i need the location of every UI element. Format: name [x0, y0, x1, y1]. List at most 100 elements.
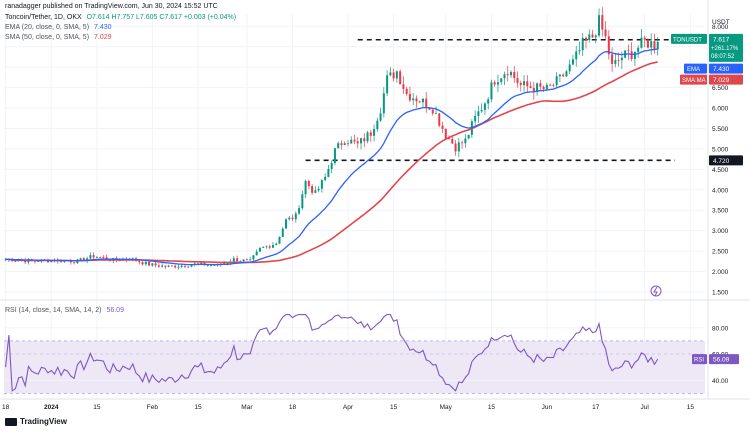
sma-price-label: 7.029	[713, 77, 730, 84]
candle-body	[278, 236, 281, 244]
candle-body	[408, 93, 411, 101]
ema-legend[interactable]: EMA (20, close, 0, SMA, 5) 7.430	[5, 23, 115, 32]
candle-body	[317, 188, 320, 191]
candle-body	[607, 36, 610, 55]
candle-body	[431, 109, 434, 114]
tradingview-brand-text: TradingView	[20, 417, 67, 426]
sma-legend[interactable]: SMA (50, close, 0, SMA, 5) 7.029	[5, 33, 115, 42]
time-tick-label: May	[440, 404, 453, 411]
event-marker-icon	[650, 285, 662, 297]
candle-body	[252, 255, 255, 260]
candle-body	[549, 84, 552, 86]
candle-body	[523, 81, 526, 86]
price-tick-label: 2.500	[712, 249, 729, 256]
candle-body	[366, 132, 369, 142]
candle-body	[425, 98, 428, 109]
candle-body	[73, 262, 76, 264]
candle-body	[519, 82, 522, 86]
candle-body	[435, 113, 438, 115]
candle-body	[415, 98, 418, 102]
candle-body	[402, 84, 405, 89]
candle-body	[637, 47, 640, 52]
rsi-tick-label: 40.00	[712, 378, 729, 385]
candle-body	[539, 83, 542, 87]
candle-body	[421, 98, 424, 103]
time-tick-label: 15	[93, 404, 101, 411]
candle-body	[360, 138, 363, 144]
candle-body	[356, 141, 359, 144]
candle-body	[213, 265, 216, 266]
candle-body	[154, 263, 157, 266]
candle-body	[89, 255, 92, 259]
candle-body	[653, 41, 656, 50]
rsi-value-label: 56.09	[713, 357, 730, 364]
candle-body	[395, 71, 398, 79]
candle-body	[581, 37, 584, 51]
candle-body	[656, 41, 659, 50]
time-tick-label: 2024	[44, 404, 59, 411]
time-tick-label: Jun	[542, 404, 553, 411]
candle-body	[324, 176, 327, 181]
candle-body	[369, 132, 372, 136]
price-tick-label: 3.500	[712, 208, 729, 215]
candle-body	[591, 34, 594, 38]
sma-50-line	[5, 61, 658, 264]
candle-body	[506, 74, 509, 76]
candle-body	[99, 257, 102, 258]
rsi-line	[5, 314, 659, 392]
candle-body	[239, 261, 242, 262]
candle-body	[343, 143, 346, 146]
candle-body	[464, 138, 467, 144]
candle-body	[333, 148, 336, 164]
tradingview-logo[interactable]: TradingView	[5, 417, 67, 426]
candle-body	[545, 84, 548, 90]
candle-body	[177, 266, 180, 268]
candle-body	[627, 50, 630, 52]
symbol-text: Toncoin/Tether, 1D, OKX	[5, 14, 82, 21]
candle-body	[141, 262, 144, 265]
candle-body	[174, 265, 177, 268]
candle-body	[474, 115, 477, 122]
candle-body	[614, 60, 617, 64]
candle-body	[640, 37, 643, 48]
candle-body	[187, 266, 190, 268]
price-tick-label: 4.500	[712, 167, 729, 174]
candle-body	[536, 83, 539, 93]
candle-body	[601, 15, 604, 30]
candle-body	[271, 245, 274, 248]
candle-body	[399, 71, 402, 85]
candle-body	[291, 217, 294, 220]
candle-body	[86, 258, 89, 261]
candle-body	[258, 247, 261, 252]
candle-body	[444, 128, 447, 139]
candle-body	[102, 257, 105, 258]
countdown-label: 08:07:52	[711, 54, 735, 60]
time-tick-label: 15	[390, 404, 398, 411]
rsi-legend[interactable]: RSI (14, close, 14, SMA, 14, 2) 56.09	[5, 306, 127, 315]
candle-body	[513, 72, 516, 79]
currency-label: USDT	[712, 19, 730, 26]
level-price-label: 4.720	[713, 158, 730, 165]
time-tick-label: Jul	[641, 404, 650, 411]
candle-body	[477, 111, 480, 116]
candle-body	[487, 99, 490, 104]
candle-body	[650, 41, 653, 48]
candle-body	[526, 81, 529, 87]
candle-body	[353, 139, 356, 142]
candle-body	[594, 35, 597, 38]
candle-body	[304, 180, 307, 195]
candle-body	[151, 263, 154, 266]
candle-body	[405, 88, 408, 94]
sma-label: SMA (50, close, 0, SMA, 5)	[5, 34, 90, 41]
time-tick-label: Apr	[343, 404, 354, 411]
time-tick-label: 18	[289, 404, 297, 411]
candle-body	[37, 261, 40, 262]
candle-body	[340, 143, 343, 146]
candle-body	[242, 259, 245, 262]
candle-body	[598, 15, 601, 36]
candle-body	[441, 125, 444, 129]
candle-body	[575, 51, 578, 60]
candle-body	[311, 186, 314, 193]
price-tick-label: 6.500	[712, 85, 729, 92]
